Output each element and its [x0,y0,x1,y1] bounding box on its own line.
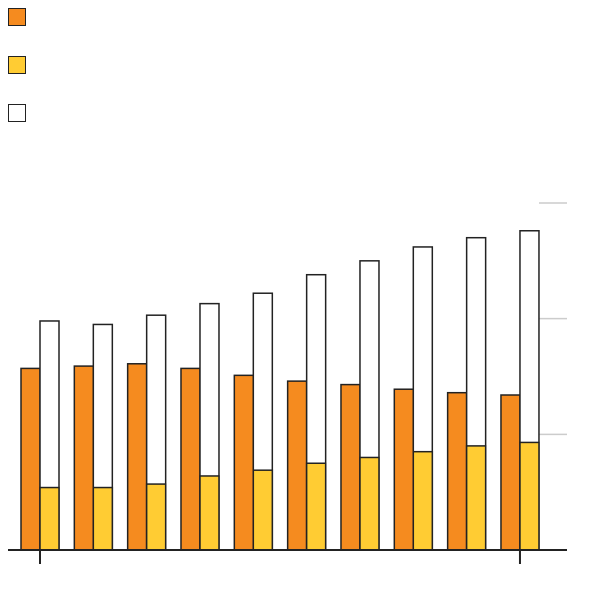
bar-series-2-10 [519,441,540,551]
legend-item-series-2 [8,53,26,77]
bar-series-1-5 [233,374,255,551]
bar-series-2-1 [39,486,60,551]
bar-series-1-10 [500,394,521,551]
bar-series-1-7 [340,383,361,551]
bar-series-1-4 [180,367,201,551]
bar-series-1-9 [446,391,468,551]
bar-series-2-6 [305,462,327,551]
bar-series-2-7 [359,456,380,551]
bar-series-2-5 [252,469,274,551]
bar-series-1-3 [126,363,148,551]
bar-series-2-8 [412,450,434,551]
bar-series-2-4 [199,475,220,551]
legend-item-series-1 [8,5,26,29]
legend-swatch-series-1 [8,8,26,26]
legend-swatch-series-2 [8,56,26,74]
bar-series-1-6 [286,380,308,551]
legend-item-series-3 [8,101,26,125]
bar-series-1-1 [20,367,41,551]
bar-series-1-8 [393,388,415,551]
bar-series-1-2 [73,365,95,551]
legend-swatch-series-3 [8,104,26,122]
bar-series-2-9 [465,445,487,551]
bar-series-2-3 [145,483,167,551]
legend [8,5,26,149]
bar-series-2-2 [92,486,114,551]
